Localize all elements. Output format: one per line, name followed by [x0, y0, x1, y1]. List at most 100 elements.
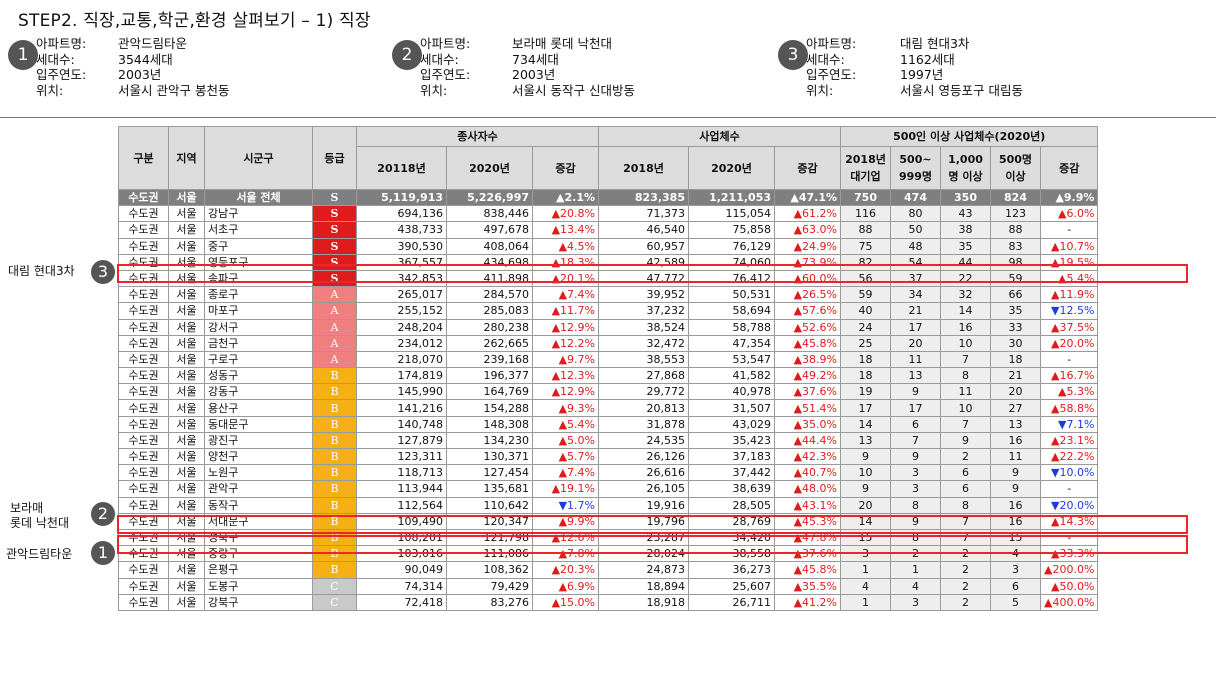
header-grade: 등급	[312, 126, 357, 190]
cell-region: 서울	[168, 318, 205, 336]
cell-grade: S	[312, 205, 357, 223]
header-region: 지역	[168, 126, 205, 190]
label-year: 입주연도:	[36, 67, 87, 82]
cell-biz-2018: 38,553	[598, 350, 689, 369]
cell-workers-change: ▲9.3%	[532, 399, 599, 417]
table-row: 수도권 서울 성북구 B 108,201 121,798 ▲12.6% 23,287 34,42…	[118, 528, 1099, 547]
cell-500-999: 9	[890, 447, 941, 466]
cell-1000-plus: 10	[940, 334, 991, 352]
cell-grade: B	[312, 496, 357, 514]
value-households: 1162세대	[900, 51, 955, 67]
cell-1000-plus: 350	[940, 188, 991, 207]
cell-1000-plus: 2	[940, 561, 991, 579]
cell-500-plus: 16	[990, 496, 1041, 514]
cell-500-999: 20	[890, 334, 941, 352]
cell-workers-2018: 265,017	[356, 286, 447, 304]
cell-biz-change: ▲73.9%	[774, 253, 841, 271]
page-title: STEP2. 직장,교통,학군,환경 살펴보기 – 1) 직장	[18, 11, 371, 31]
cell-workers-2020: 154,288	[446, 399, 533, 417]
cell-gubun: 수도권	[118, 367, 169, 385]
cell-district: 성동구	[204, 367, 313, 385]
cell-500-plus: 16	[990, 512, 1041, 530]
cell-biz-2018: 60,957	[598, 237, 689, 255]
cell-gubun: 수도권	[118, 286, 169, 304]
value-year: 1997년	[900, 67, 944, 82]
cell-biz-change: ▲47.1%	[774, 188, 841, 207]
cell-biz-2018: 28,024	[598, 545, 689, 563]
cell-workers-change: ▲20.3%	[532, 561, 599, 579]
cell-region: 서울	[168, 367, 205, 385]
cell-grade: B	[312, 464, 357, 482]
cell-grade: B	[312, 480, 357, 498]
cell-gubun: 수도권	[118, 496, 169, 514]
cell-workers-2020: 111,086	[446, 545, 533, 563]
cell-large-corp-2018: 14	[840, 512, 891, 530]
cell-biz-2020: 41,582	[688, 367, 775, 385]
cell-1000-plus: 22	[940, 269, 991, 288]
cell-workers-2020: 285,083	[446, 302, 533, 320]
header-big-change: 증감	[1039, 146, 1099, 190]
header-workers-change: 증감	[532, 146, 599, 190]
cell-grade: B	[312, 415, 357, 433]
cell-biz-2018: 37,232	[598, 302, 689, 320]
label-households: 세대수:	[420, 51, 459, 67]
cell-workers-2020: 83,276	[446, 593, 533, 611]
cell-workers-2020: 130,371	[446, 447, 533, 466]
cell-500-999: 9	[890, 512, 941, 530]
cell-biz-change: ▲57.6%	[774, 302, 841, 320]
cell-1000-plus: 7	[940, 528, 991, 547]
cell-workers-2018: 72,418	[356, 593, 447, 611]
cell-big-change: ▲14.3%	[1039, 512, 1099, 530]
table-row: 수도권 서울 서대문구 B 109,490 120,347 ▲9.9% 19,796 28,76…	[118, 512, 1099, 530]
cell-gubun: 수도권	[118, 269, 169, 288]
cell-workers-2018: 127,879	[356, 431, 447, 450]
cell-workers-2018: 174,819	[356, 367, 447, 385]
header-biz: 사업체수	[598, 126, 841, 147]
cell-workers-2018: 367,557	[356, 253, 447, 271]
table-row: 수도권 서울 동대문구 B 140,748 148,308 ▲5.4% 31,878 43,02…	[118, 415, 1099, 433]
cell-large-corp-2018: 10	[840, 464, 891, 482]
cell-region: 서울	[168, 545, 205, 563]
cell-biz-2018: 18,894	[598, 577, 689, 595]
cell-500-plus: 59	[990, 269, 1041, 288]
cell-workers-2018: 234,012	[356, 334, 447, 352]
cell-500-plus: 3	[990, 561, 1041, 579]
cell-500-plus: 4	[990, 545, 1041, 563]
cell-workers-change: ▲7.8%	[532, 545, 599, 563]
cell-workers-2018: 74,314	[356, 577, 447, 595]
cell-500-plus: 6	[990, 577, 1041, 595]
cell-workers-change: ▲5.4%	[532, 415, 599, 433]
table-body: 수도권 서울 서울 전체 S 5,119,913 5,226,997 ▲2.1% 823,38…	[118, 188, 1099, 611]
cell-district: 서울 전체	[204, 188, 313, 207]
cell-500-plus: 11	[990, 447, 1041, 466]
cell-large-corp-2018: 9	[840, 447, 891, 466]
cell-gubun: 수도권	[118, 512, 169, 530]
cell-district: 서대문구	[204, 512, 313, 530]
cell-workers-2020: 5,226,997	[446, 188, 533, 207]
cell-1000-plus: 38	[940, 221, 991, 239]
cell-large-corp-2018: 116	[840, 205, 891, 223]
cell-1000-plus: 7	[940, 415, 991, 433]
cell-grade: B	[312, 399, 357, 417]
cell-biz-2020: 31,507	[688, 399, 775, 417]
header-1000-plus: 1,000명 이상	[940, 146, 991, 190]
header-biz-2020: 2020년	[688, 146, 775, 190]
cell-large-corp-2018: 9	[840, 480, 891, 498]
cell-workers-change: ▼1.7%	[532, 496, 599, 514]
cell-big-change: ▲5.4%	[1039, 269, 1099, 288]
cell-1000-plus: 2	[940, 577, 991, 595]
cell-large-corp-2018: 17	[840, 399, 891, 417]
header-workers: 종사자수	[356, 126, 599, 147]
value-name: 보라매 롯데 낙천대	[512, 36, 612, 51]
cell-grade: A	[312, 302, 357, 320]
cell-biz-2020: 40,978	[688, 383, 775, 401]
cell-biz-2020: 28,505	[688, 496, 775, 514]
cell-gubun: 수도권	[118, 577, 169, 595]
cell-biz-change: ▲35.0%	[774, 415, 841, 433]
cell-biz-2020: 25,607	[688, 577, 775, 595]
cell-1000-plus: 44	[940, 253, 991, 271]
cell-workers-2020: 148,308	[446, 415, 533, 433]
cell-large-corp-2018: 1	[840, 561, 891, 579]
cell-large-corp-2018: 3	[840, 545, 891, 563]
cell-biz-change: ▲52.6%	[774, 318, 841, 336]
